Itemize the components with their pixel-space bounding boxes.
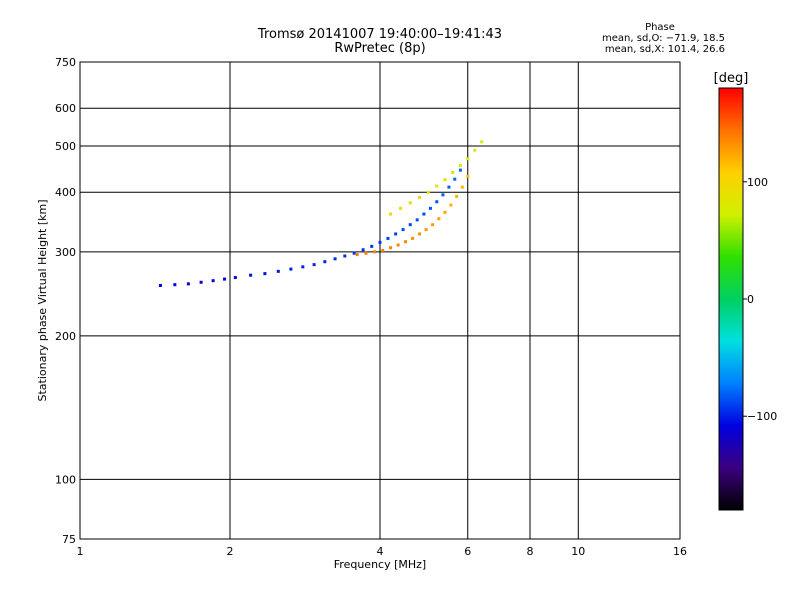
echo-point xyxy=(373,250,377,254)
echo-point xyxy=(460,185,464,189)
colorbar-label: [deg] xyxy=(714,71,749,86)
echo-point xyxy=(301,265,305,269)
x-tick-label: 10 xyxy=(571,545,585,558)
echo-point xyxy=(386,236,390,240)
echo-point xyxy=(435,200,439,204)
x-tick-label: 2 xyxy=(227,545,234,558)
echo-point xyxy=(399,206,403,210)
echo-point xyxy=(323,260,327,264)
colorbar-tick-label: 100 xyxy=(747,176,768,189)
chart-subtitle: RwPretec (8p) xyxy=(334,41,426,56)
echo-point xyxy=(186,282,190,286)
echo-point xyxy=(381,248,385,252)
echo-point xyxy=(411,236,415,240)
echo-point xyxy=(431,223,435,227)
y-tick-label: 750 xyxy=(55,56,76,69)
y-tick-label: 75 xyxy=(62,533,76,546)
echo-point xyxy=(223,277,227,281)
x-tick-label: 1 xyxy=(77,545,84,558)
echo-point xyxy=(158,283,162,287)
x-tick-label: 16 xyxy=(673,545,687,558)
y-tick-label: 400 xyxy=(55,186,76,199)
echo-point xyxy=(428,206,432,210)
stats-o-mode: mean, sd,O: −71.9, 18.5 xyxy=(602,33,725,44)
echo-point xyxy=(263,272,267,276)
echo-point xyxy=(403,240,407,244)
echo-point xyxy=(401,228,405,232)
echo-point xyxy=(437,217,441,221)
echo-point xyxy=(480,140,484,144)
colorbar: 100 0 −100 [deg] xyxy=(714,71,777,511)
echo-point xyxy=(211,279,215,283)
echo-point xyxy=(289,267,293,271)
y-tick-label: 300 xyxy=(55,246,76,259)
echo-point xyxy=(249,273,253,277)
echo-point xyxy=(453,177,457,181)
echo-point xyxy=(466,174,470,178)
echo-point xyxy=(449,203,453,207)
echo-point xyxy=(417,232,421,236)
echo-point xyxy=(378,240,382,244)
colorbar-scale xyxy=(718,87,744,511)
chart-title: Tromsø 20141007 19:40:00–19:41:43 xyxy=(257,27,503,42)
echo-point xyxy=(443,178,447,182)
stats-x-mode: mean, sd,X: 101.4, 26.6 xyxy=(604,44,725,55)
echo-point xyxy=(389,212,393,216)
echo-point xyxy=(458,164,462,168)
x-tick-label: 8 xyxy=(527,545,534,558)
echo-point xyxy=(441,193,445,197)
echo-point xyxy=(426,190,430,194)
echo-points xyxy=(158,140,484,287)
echo-point xyxy=(473,148,477,152)
echo-point xyxy=(276,269,280,273)
grid-lines xyxy=(80,62,680,539)
echo-point xyxy=(355,253,359,257)
x-tick-label: 4 xyxy=(377,545,384,558)
echo-point xyxy=(370,244,374,248)
echo-point xyxy=(443,210,447,214)
echo-point xyxy=(447,185,451,189)
axis-ticks: 1 2 4 6 8 10 16 75 100 200 300 400 500 600 750 xyxy=(55,56,687,558)
y-tick-label: 500 xyxy=(55,140,76,153)
echo-point xyxy=(417,195,421,199)
y-tick-label: 100 xyxy=(55,473,76,486)
echo-point xyxy=(408,223,412,227)
y-tick-label: 600 xyxy=(55,102,76,115)
colorbar-tick-label: −100 xyxy=(747,410,777,423)
y-axis-label: Stationary phase Virtual Height [km] xyxy=(36,199,49,401)
echo-point xyxy=(451,170,455,174)
colorbar-tick-label: 0 xyxy=(747,293,754,306)
echo-point xyxy=(361,248,365,252)
y-tick-label: 200 xyxy=(55,330,76,343)
echo-point xyxy=(415,218,419,222)
echo-point xyxy=(422,212,426,216)
echo-point xyxy=(435,184,439,188)
echo-point xyxy=(364,251,368,255)
echo-point xyxy=(458,168,462,172)
echo-point xyxy=(466,157,470,161)
echo-point xyxy=(173,283,177,287)
x-tick-label: 6 xyxy=(464,545,471,558)
x-axis-label: Frequency [MHz] xyxy=(334,558,426,571)
echo-point xyxy=(396,243,400,247)
echo-point xyxy=(343,254,347,258)
echo-point xyxy=(333,257,337,261)
echo-point xyxy=(389,246,393,250)
echo-point xyxy=(455,194,459,198)
echo-point xyxy=(352,251,356,255)
echo-point xyxy=(199,280,203,284)
plot-frame xyxy=(79,61,681,540)
stats-title: Phase xyxy=(645,22,675,33)
echo-point xyxy=(312,263,316,267)
echo-point xyxy=(233,276,237,280)
echo-point xyxy=(424,228,428,232)
echo-point xyxy=(408,201,412,205)
echo-point xyxy=(394,232,398,236)
